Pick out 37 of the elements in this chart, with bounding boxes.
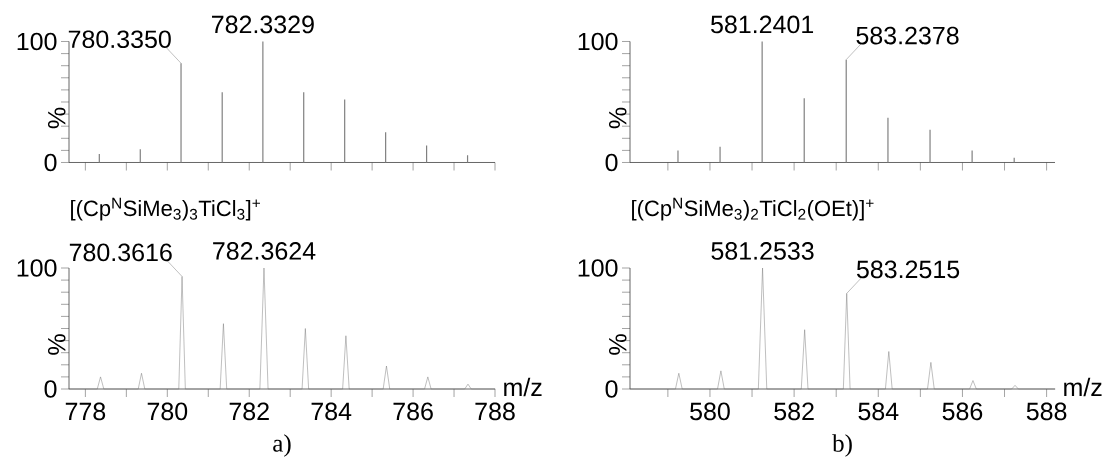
- x-tick-label: 784: [311, 402, 352, 421]
- annotation: 780.3350: [68, 30, 171, 49]
- x-tick-label: 580: [690, 402, 730, 421]
- x-tick-label: 582: [774, 402, 814, 421]
- text: b): [832, 434, 852, 457]
- annotation: 581.2401: [711, 15, 814, 34]
- annotation: 782.3624: [213, 242, 316, 260]
- y-tick-label: 0: [44, 153, 57, 172]
- x-tick-label: 788: [475, 402, 515, 421]
- x-tick-label: 586: [942, 402, 983, 421]
- y-tick-label: 0: [605, 153, 618, 172]
- y-axis-title: %: [47, 107, 66, 129]
- y-axis-title: %: [47, 334, 66, 355]
- x-tick-label: 782: [229, 402, 269, 421]
- annotation: 780.3616: [69, 243, 172, 262]
- y-tick-label: 0: [44, 380, 57, 398]
- annotation: 583.2515: [856, 260, 960, 279]
- text: a): [273, 434, 291, 457]
- chart-title: [(Cp$^{N}$SiMe$_{3}$)$_{3}$TiCl$_{3}$]$^{+}$: [71, 197, 260, 221]
- annotation: 583.2378: [856, 26, 959, 45]
- x-axis-title: m/z: [1064, 377, 1102, 397]
- y-tick-label: 100: [578, 259, 618, 277]
- x-tick-label: 584: [858, 402, 899, 421]
- annotation: 581.2533: [711, 242, 814, 260]
- chart-title: [(Cp$^{N}$SiMe$_{3}$)$_{2}$TiCl$_{2}$(OEt)]$^{+}$: [632, 197, 874, 221]
- x-tick-label: 780: [147, 402, 188, 421]
- x-tick-label: 778: [65, 402, 106, 421]
- annotation: 782.3329: [212, 15, 314, 34]
- x-tick-label: 588: [1026, 402, 1067, 421]
- y-tick-label: 100: [17, 32, 57, 51]
- y-axis-title: %: [609, 334, 627, 355]
- y-tick-label: 100: [578, 32, 618, 51]
- y-tick-label: 0: [605, 380, 618, 398]
- y-tick-label: 100: [17, 259, 57, 277]
- y-axis-title: %: [609, 107, 627, 129]
- x-axis-title: m/z: [504, 377, 542, 397]
- x-tick-label: 786: [393, 402, 433, 421]
